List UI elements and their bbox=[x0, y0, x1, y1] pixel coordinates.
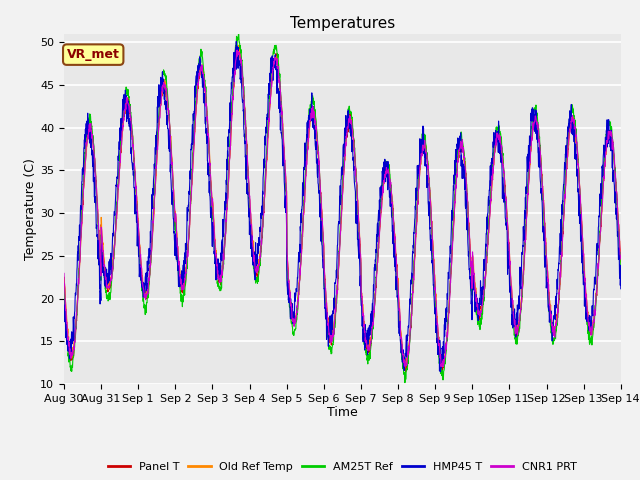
AM25T Ref bbox=[359, 319, 367, 324]
AM25T Ref bbox=[371, 300, 379, 305]
AM25T Ref bbox=[401, 380, 409, 385]
Old Ref Temp bbox=[505, 236, 513, 242]
Old Ref Temp bbox=[359, 301, 367, 307]
CNR1 PRT bbox=[234, 47, 241, 53]
Line: Old Ref Temp: Old Ref Temp bbox=[64, 45, 621, 368]
AM25T Ref bbox=[617, 268, 625, 274]
Line: HMP45 T: HMP45 T bbox=[64, 42, 621, 372]
HMP45 T bbox=[216, 273, 223, 279]
Panel T bbox=[235, 43, 243, 49]
Panel T bbox=[584, 310, 591, 316]
Text: VR_met: VR_met bbox=[67, 48, 120, 61]
CNR1 PRT bbox=[60, 271, 68, 276]
HMP45 T bbox=[436, 369, 444, 374]
HMP45 T bbox=[617, 286, 625, 292]
Old Ref Temp bbox=[584, 307, 591, 313]
HMP45 T bbox=[60, 296, 68, 302]
AM25T Ref bbox=[60, 285, 68, 291]
Old Ref Temp bbox=[401, 365, 408, 371]
Old Ref Temp bbox=[371, 291, 379, 297]
X-axis label: Time: Time bbox=[327, 407, 358, 420]
Panel T bbox=[617, 259, 625, 265]
Line: CNR1 PRT: CNR1 PRT bbox=[64, 50, 621, 367]
HMP45 T bbox=[371, 262, 379, 267]
HMP45 T bbox=[232, 39, 240, 45]
AM25T Ref bbox=[505, 245, 513, 251]
AM25T Ref bbox=[235, 28, 243, 34]
CNR1 PRT bbox=[359, 307, 367, 312]
HMP45 T bbox=[568, 131, 576, 137]
CNR1 PRT bbox=[617, 256, 625, 262]
Line: Panel T: Panel T bbox=[64, 46, 621, 372]
Panel T bbox=[505, 241, 513, 247]
CNR1 PRT bbox=[505, 240, 513, 246]
CNR1 PRT bbox=[568, 117, 576, 123]
CNR1 PRT bbox=[216, 276, 223, 282]
Panel T bbox=[568, 115, 576, 121]
HMP45 T bbox=[584, 317, 591, 323]
Panel T bbox=[402, 369, 410, 375]
HMP45 T bbox=[505, 262, 513, 267]
Panel T bbox=[371, 300, 379, 305]
Old Ref Temp bbox=[568, 117, 576, 123]
Old Ref Temp bbox=[235, 42, 243, 48]
Panel T bbox=[60, 275, 68, 280]
CNR1 PRT bbox=[584, 309, 591, 314]
Title: Temperatures: Temperatures bbox=[290, 16, 395, 31]
Panel T bbox=[359, 305, 367, 311]
CNR1 PRT bbox=[371, 299, 379, 305]
HMP45 T bbox=[359, 311, 367, 316]
AM25T Ref bbox=[568, 106, 576, 112]
Line: AM25T Ref: AM25T Ref bbox=[64, 31, 621, 383]
Old Ref Temp bbox=[216, 271, 223, 277]
CNR1 PRT bbox=[437, 364, 445, 370]
Old Ref Temp bbox=[617, 259, 625, 264]
Panel T bbox=[216, 276, 223, 281]
AM25T Ref bbox=[216, 286, 223, 291]
AM25T Ref bbox=[584, 315, 591, 321]
Legend: Panel T, Old Ref Temp, AM25T Ref, HMP45 T, CNR1 PRT: Panel T, Old Ref Temp, AM25T Ref, HMP45 … bbox=[104, 457, 581, 477]
Y-axis label: Temperature (C): Temperature (C) bbox=[24, 158, 37, 260]
Old Ref Temp bbox=[60, 276, 68, 282]
